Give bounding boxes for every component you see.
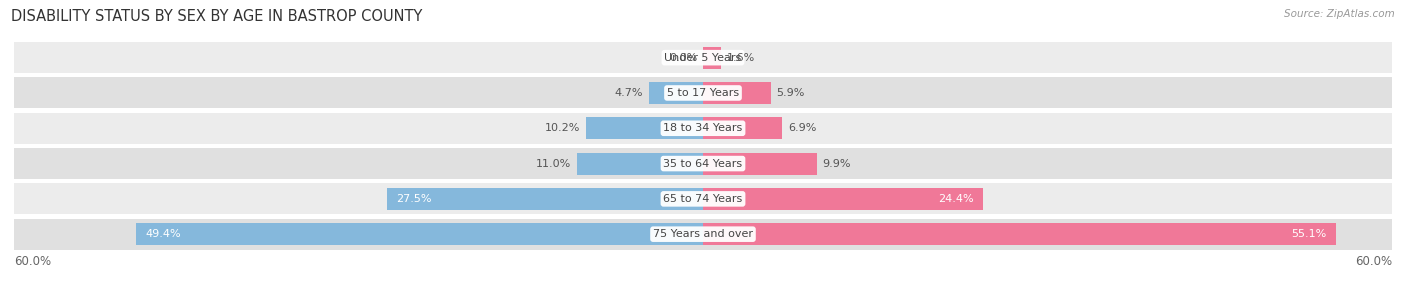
Text: 60.0%: 60.0% (14, 255, 51, 268)
Bar (14, 148, 1392, 179)
Text: 5 to 17 Years: 5 to 17 Years (666, 88, 740, 98)
Bar (703, 117, 782, 139)
Text: DISABILITY STATUS BY SEX BY AGE IN BASTROP COUNTY: DISABILITY STATUS BY SEX BY AGE IN BASTR… (11, 9, 423, 24)
Text: 5.9%: 5.9% (776, 88, 804, 98)
Bar (650, 82, 703, 104)
Bar (586, 117, 703, 139)
Text: 27.5%: 27.5% (396, 194, 432, 204)
Bar (703, 153, 817, 174)
Text: 0.0%: 0.0% (669, 53, 697, 63)
Bar (387, 188, 703, 210)
Bar (14, 78, 1392, 109)
Text: Under 5 Years: Under 5 Years (665, 53, 741, 63)
Bar (703, 188, 983, 210)
Text: 11.0%: 11.0% (536, 159, 571, 169)
Bar (14, 42, 1392, 73)
Text: 9.9%: 9.9% (823, 159, 851, 169)
Bar (703, 82, 770, 104)
Bar (136, 223, 703, 245)
Text: Source: ZipAtlas.com: Source: ZipAtlas.com (1284, 9, 1395, 19)
Text: 24.4%: 24.4% (938, 194, 974, 204)
Bar (14, 113, 1392, 144)
Bar (703, 47, 721, 69)
Text: 35 to 64 Years: 35 to 64 Years (664, 159, 742, 169)
Text: 18 to 34 Years: 18 to 34 Years (664, 123, 742, 133)
Text: 6.9%: 6.9% (787, 123, 817, 133)
Text: 55.1%: 55.1% (1291, 229, 1326, 239)
Bar (14, 183, 1392, 214)
Text: 65 to 74 Years: 65 to 74 Years (664, 194, 742, 204)
Bar (14, 219, 1392, 250)
Bar (703, 223, 1336, 245)
Text: 10.2%: 10.2% (544, 123, 581, 133)
Text: 75 Years and over: 75 Years and over (652, 229, 754, 239)
Text: 4.7%: 4.7% (614, 88, 644, 98)
Bar (576, 153, 703, 174)
Text: 1.6%: 1.6% (727, 53, 755, 63)
Text: 49.4%: 49.4% (145, 229, 180, 239)
Text: 60.0%: 60.0% (1355, 255, 1392, 268)
